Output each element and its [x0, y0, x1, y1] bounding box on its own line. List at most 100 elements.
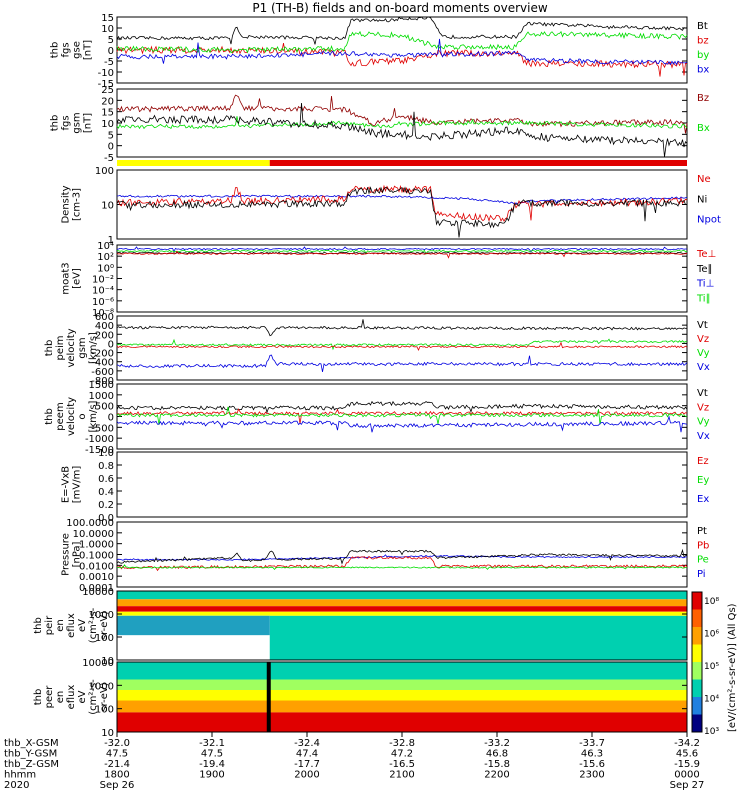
ylabel-line: peer — [44, 685, 55, 709]
ytick-label: 0.1000 — [79, 551, 114, 562]
ytick-label: 200 — [95, 330, 114, 341]
ylabel-line: [mV/m] — [72, 466, 83, 504]
series-line — [116, 94, 688, 134]
ylabel-line: moat3 — [61, 262, 72, 294]
series-line — [116, 548, 688, 565]
ylabel-line: gse — [72, 41, 83, 59]
legend-entry: Pb — [697, 540, 709, 551]
ytick-label: 10 — [101, 656, 114, 667]
ylabel-line: Pressure — [61, 533, 72, 576]
colorbar-segment — [692, 697, 702, 715]
ytick-label: 0.2 — [98, 500, 114, 511]
xtick-label: Sep 27 — [670, 780, 705, 791]
ytick-label: 10⁻² — [92, 275, 114, 286]
ytick-label: 0.0010 — [79, 572, 114, 583]
ylabel-line: o — [77, 413, 88, 419]
ylabel-line: velocity — [66, 328, 77, 367]
xtick-label: 1900 — [199, 770, 224, 781]
ytick-label: 1000 — [89, 391, 114, 402]
xtick-label: -19.4 — [199, 759, 225, 770]
legend-entry: Vx — [697, 431, 710, 442]
panel-frame — [116, 244, 688, 313]
legend-entry: Vz — [697, 402, 709, 413]
ytick-label: 1 — [108, 235, 114, 246]
ytick-label: 10 — [101, 728, 114, 739]
ylabel-line: fgs — [61, 42, 72, 57]
colorbar-segment — [692, 644, 702, 663]
ytick-label: 20 — [101, 96, 114, 107]
series-group — [116, 246, 688, 259]
legend-entry: Vy — [697, 348, 710, 359]
xtick-label: -32.4 — [294, 738, 320, 749]
xtick-label: -16.5 — [389, 759, 415, 770]
ytick-label: 100.0000 — [66, 518, 114, 529]
ylabel-density: Density [cm-3] — [61, 185, 83, 223]
xaxis-row-label: thb_X-GSM — [4, 738, 59, 749]
ylabel-line: en — [55, 691, 66, 704]
ylabel-line: peim — [55, 335, 66, 360]
panel-peer_en: thb peer en eflux eV (cm²-s-sr-eV) 10000 1000 10… — [33, 658, 688, 739]
ylabel-line: fgs — [61, 115, 72, 130]
ylabel-line: gsm — [77, 337, 88, 358]
series-line — [116, 406, 687, 425]
ytick-label: 0 — [108, 413, 114, 424]
status-bar-yellow — [117, 160, 270, 166]
ytick-label: 600 — [95, 312, 114, 323]
ytick-label: 1.0 — [98, 448, 114, 459]
xtick-label: 2200 — [484, 770, 509, 781]
status-bar-red — [269, 160, 687, 166]
legend-entry: Ex — [697, 494, 709, 505]
legend-entry: Bt — [697, 21, 708, 32]
series-line — [116, 555, 688, 572]
ylabel-line: sr-eV) — [99, 682, 110, 711]
ylabel-line: thb — [50, 42, 61, 59]
legend-entry: Pi — [697, 569, 706, 580]
colorbar-segment — [692, 627, 702, 645]
ylabel-line: thb — [33, 617, 44, 634]
series-line — [116, 16, 688, 45]
colorbar-label: [eV/(cm²-s-sr-eV)] (All Qs) — [727, 603, 738, 732]
series-line — [116, 116, 688, 130]
heatmap-band — [117, 712, 687, 732]
colorbar-tick: 10⁴ — [704, 695, 719, 705]
ytick-label: -1000 — [85, 434, 114, 445]
ylabel-line: [nPa] — [72, 541, 83, 567]
ylabel-peim_velocity: thb peim velocity gsm [km/s] — [44, 328, 99, 367]
series-line — [116, 319, 688, 337]
panel-frame — [116, 451, 688, 518]
heatmap-band — [117, 700, 687, 713]
ytick-label: 5 — [108, 35, 114, 46]
legend-entry: Ez — [697, 456, 709, 467]
ylabel-line: (cm²-s- — [88, 679, 99, 715]
ytick-label: 10 — [101, 201, 114, 212]
series-group — [116, 16, 688, 77]
xtick-label: -32.1 — [199, 738, 225, 749]
heatmap-peer_en — [117, 662, 687, 732]
panel-peir_en: thb peir en eflux eV (cm²-s-sr-eV) 10000 1000 10… — [33, 587, 688, 667]
ytick-label: 15 — [101, 108, 114, 119]
legend-entry: Pt — [697, 526, 707, 537]
panel-efield: E=-VxB [mV/m] 1.0 0.8 0.6 0.4 0.2 0.0 Ez Ey Ex — [61, 448, 710, 524]
ytick-label: 0.6 — [98, 474, 114, 485]
ytick-label: -15 — [98, 79, 114, 90]
xtick-label: 1800 — [104, 770, 129, 781]
series-line — [116, 250, 688, 259]
ytick-label: 10.0000 — [73, 529, 114, 540]
panel-peem_velocity: thb peem velocity o [km/s]150010005000-500-1… — [44, 380, 710, 456]
heatmap-band — [117, 591, 687, 600]
ytick-label: 5 — [108, 130, 114, 141]
xtick-label: 47.4 — [296, 749, 318, 760]
series-line — [116, 408, 688, 424]
xtick-label: -15.6 — [579, 759, 605, 770]
ytick-label: 10² — [97, 252, 114, 263]
ytick-label: -200 — [91, 349, 114, 360]
ylabel-peer_en: thb peer en eflux eV (cm²-s-sr-eV) — [33, 679, 110, 715]
ytick-label: -5 — [104, 153, 114, 164]
legend-entry: Ni — [697, 194, 707, 205]
series-line — [116, 246, 687, 253]
legend-entry: Ey — [697, 475, 709, 486]
legend-entry: Vt — [697, 320, 708, 331]
xtick-label: -34.2 — [674, 738, 700, 749]
